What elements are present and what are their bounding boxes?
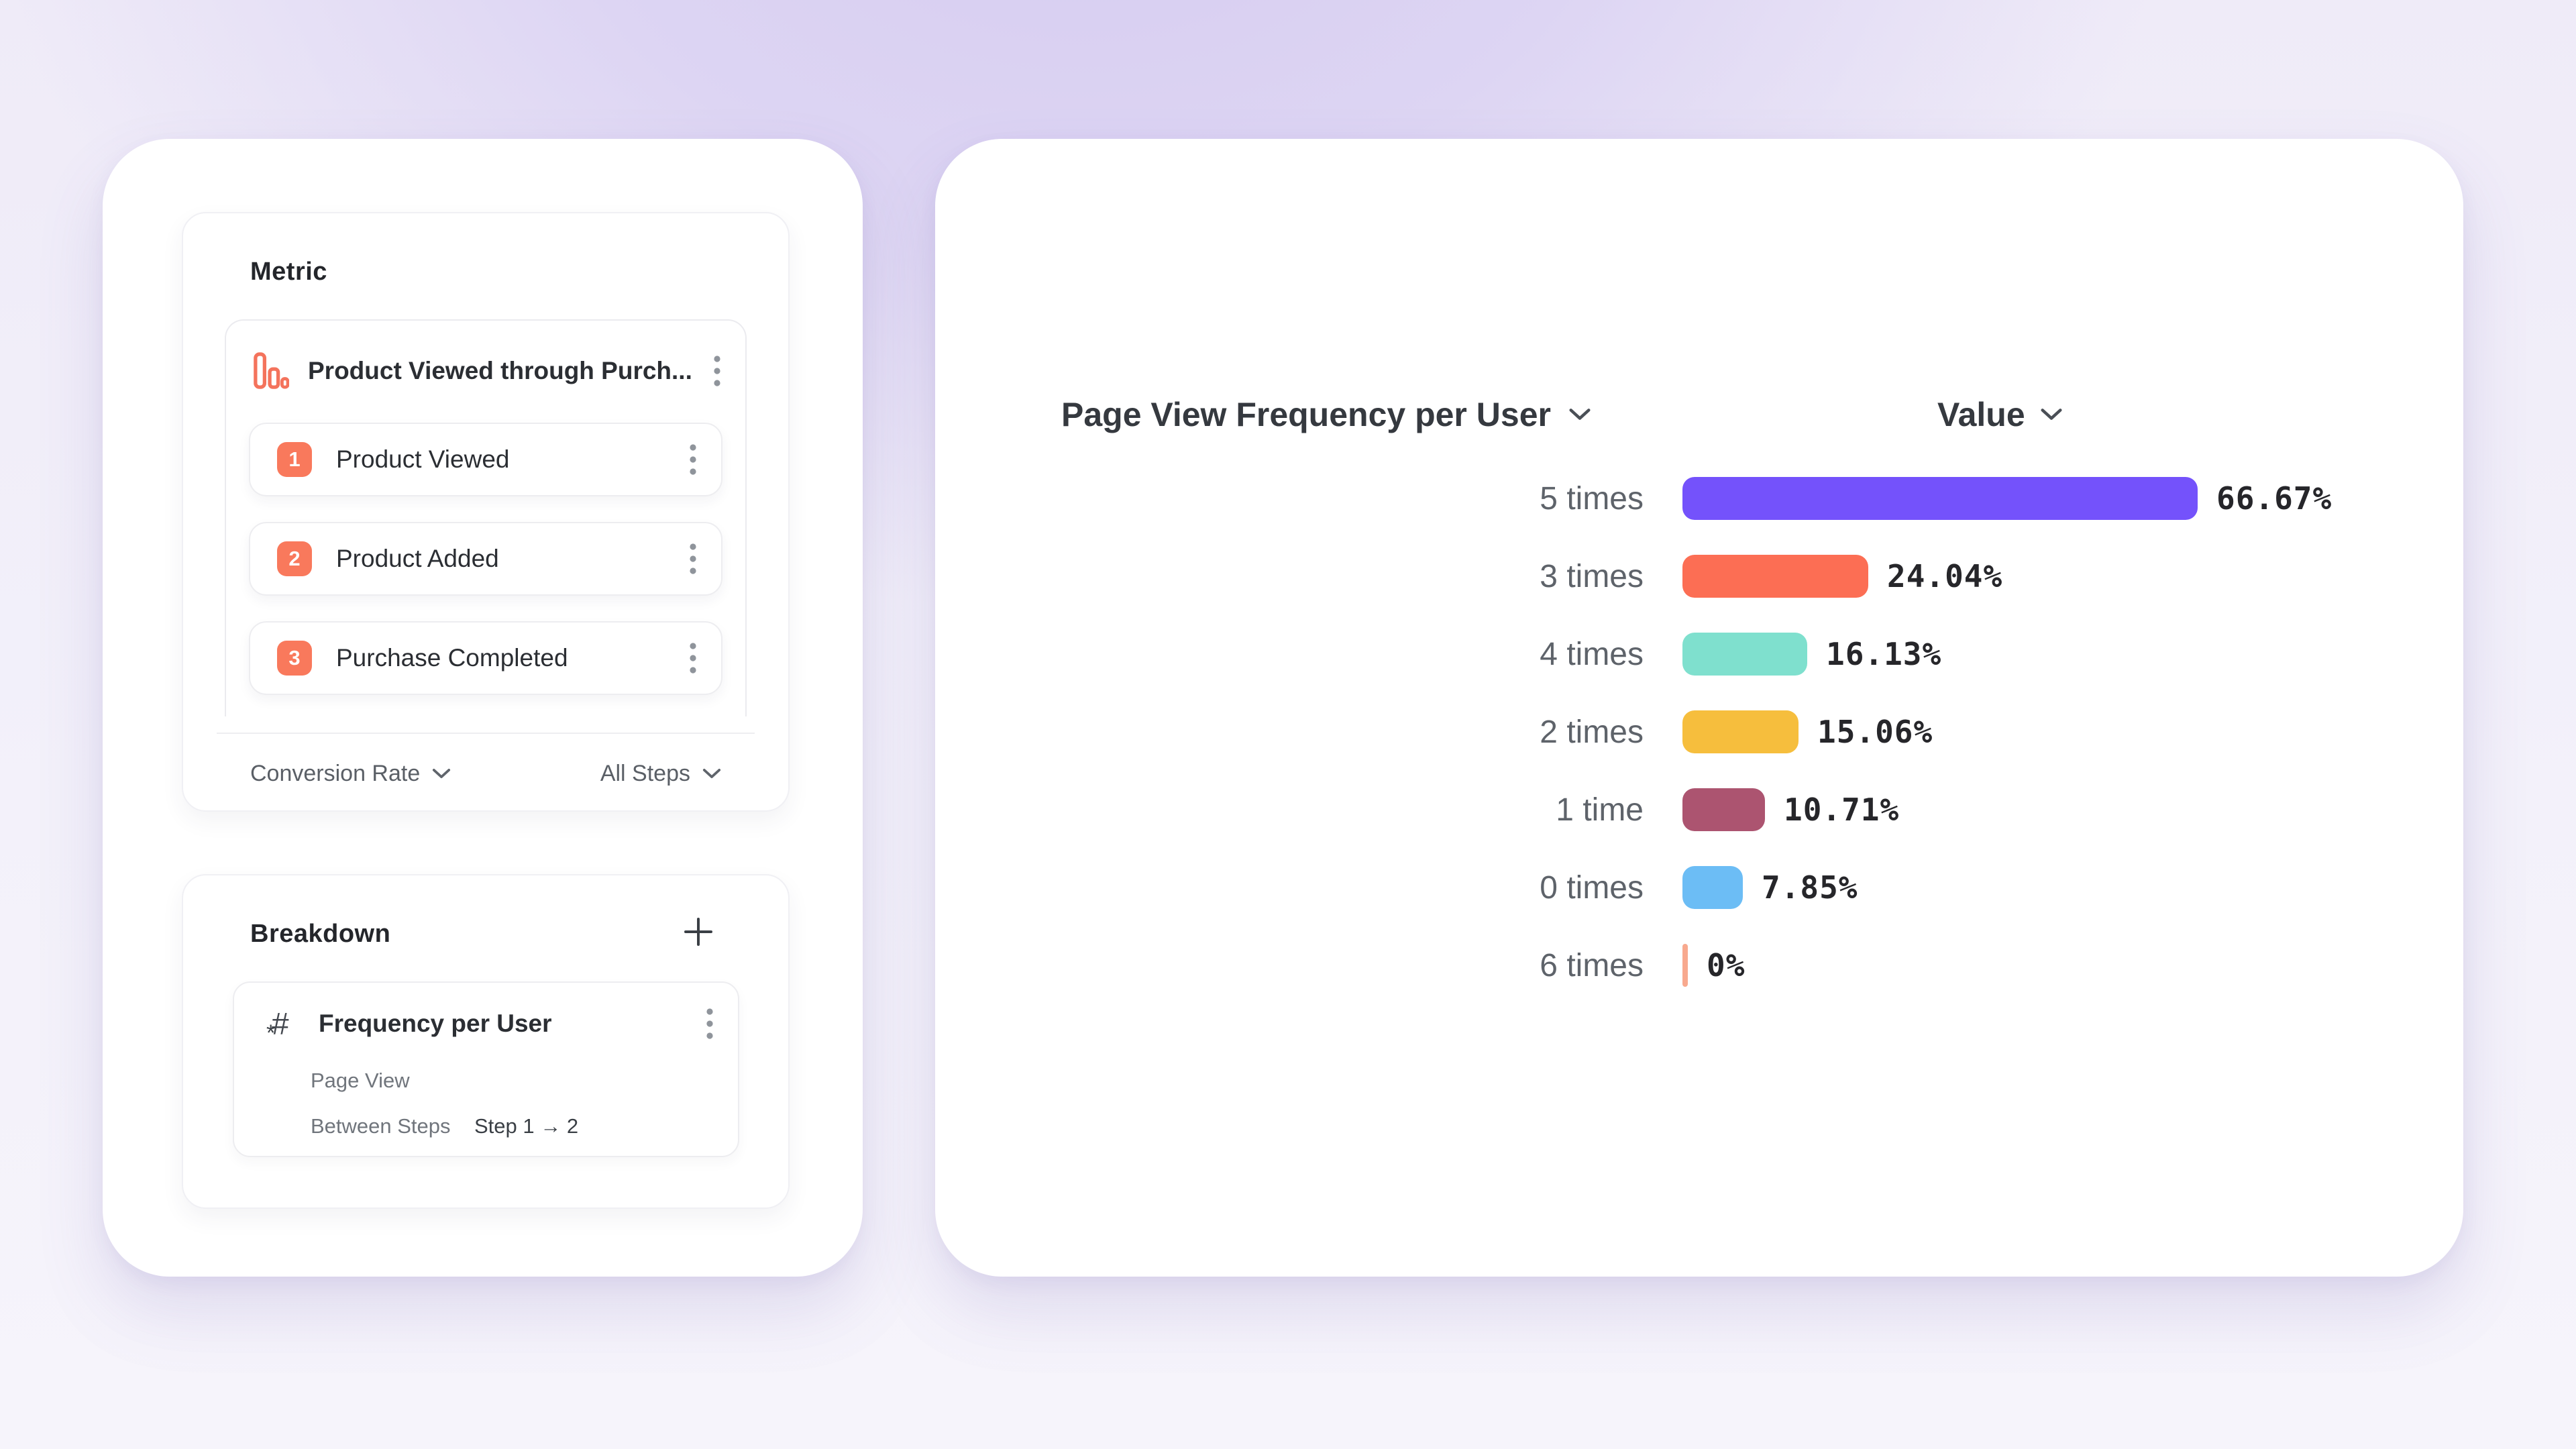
bar-value-label: 10.71% <box>1784 792 1900 828</box>
funnel-chart-icon <box>254 352 289 389</box>
step-number-badge: 2 <box>277 541 312 576</box>
chart-card: Page View Frequency per User Value 5 tim… <box>935 139 2463 1277</box>
funnel-step[interactable]: 2 Product Added <box>249 522 722 596</box>
conversion-rate-dropdown[interactable]: Conversion Rate <box>250 761 451 787</box>
category-label: 0 times <box>1540 869 1644 906</box>
breakdown-item-title: Frequency per User <box>319 1010 552 1037</box>
kebab-menu-icon[interactable] <box>689 542 697 576</box>
conversion-rate-label: Conversion Rate <box>250 760 421 786</box>
chevron-down-icon <box>2041 409 2062 420</box>
chart-row: 0 times 7.85% <box>935 849 2463 926</box>
category-label: 3 times <box>1540 558 1644 594</box>
chart-title: Page View Frequency per User <box>1061 396 1551 433</box>
category-label: 5 times <box>1540 480 1644 517</box>
category-label: 4 times <box>1540 636 1644 672</box>
category-label: 6 times <box>1540 947 1644 983</box>
chart-row: 4 times 16.13% <box>935 615 2463 693</box>
bar[interactable] <box>1682 555 1868 598</box>
bar-chart: 5 times 66.67% 3 times 24.04% 4 times 16.13% 2… <box>935 460 2463 1004</box>
bar[interactable] <box>1682 477 2198 520</box>
funnel-metric-name: Product Viewed through Purch... <box>308 357 692 384</box>
kebab-menu-icon[interactable] <box>689 641 697 675</box>
bar-value-label: 15.06% <box>1817 714 1933 750</box>
bar[interactable] <box>1682 944 1688 987</box>
chevron-down-icon <box>702 768 721 778</box>
chart-row: 5 times 66.67% <box>935 460 2463 537</box>
category-label: 2 times <box>1540 714 1644 750</box>
breakdown-panel: Breakdown # * Frequency per User Page Vi… <box>182 874 790 1209</box>
breakdown-item-header: # * Frequency per User <box>234 983 738 1055</box>
bar[interactable] <box>1682 866 1743 909</box>
bar[interactable] <box>1682 788 1765 831</box>
metric-footer: Conversion Rate All Steps <box>250 750 721 797</box>
breakdown-item[interactable]: # * Frequency per User Page View Between… <box>233 981 739 1157</box>
divider <box>217 733 755 734</box>
breakdown-panel-title: Breakdown <box>250 920 391 948</box>
bar-value-label: 0% <box>1707 947 1746 983</box>
step-event-label: Purchase Completed <box>336 644 568 672</box>
bar-zone: 24.04% <box>1682 555 2002 598</box>
all-steps-label: All Steps <box>600 760 690 786</box>
chart-series-dropdown[interactable]: Page View Frequency per User <box>1061 395 1591 434</box>
kebab-menu-icon[interactable] <box>706 1007 714 1040</box>
chart-row: 2 times 15.06% <box>935 693 2463 771</box>
step-event-label: Product Added <box>336 545 499 572</box>
bar-zone: 16.13% <box>1682 633 1941 676</box>
bar-zone: 15.06% <box>1682 710 1933 753</box>
category-label: 1 time <box>1556 792 1644 828</box>
add-breakdown-button[interactable] <box>681 914 716 949</box>
funnel-metric-header[interactable]: Product Viewed through Purch... <box>226 321 745 421</box>
chart-value-dropdown[interactable]: Value <box>1937 395 2063 434</box>
bar-zone: 0% <box>1682 944 1745 987</box>
query-builder-card: Metric Product Viewed through Purch... 1… <box>103 139 863 1277</box>
kebab-menu-icon[interactable] <box>689 443 697 476</box>
metric-panel-title: Metric <box>250 258 327 286</box>
bar-value-label: 24.04% <box>1887 558 2003 594</box>
chevron-down-icon <box>433 768 451 778</box>
plus-icon <box>684 918 712 946</box>
chart-row: 1 time 10.71% <box>935 771 2463 849</box>
bar-value-label: 66.67% <box>2216 480 2332 517</box>
numeric-property-icon: # * <box>266 1006 289 1046</box>
step-number-badge: 3 <box>277 641 312 676</box>
bar-value-label: 7.85% <box>1762 869 1858 906</box>
bar-zone: 10.71% <box>1682 788 1899 831</box>
funnel-step[interactable]: 3 Purchase Completed <box>249 621 722 695</box>
chevron-down-icon <box>1569 409 1591 420</box>
all-steps-dropdown[interactable]: All Steps <box>600 761 721 787</box>
funnel-steps-list: 1 Product Viewed 2 Product Added 3 Purchase C… <box>226 421 745 695</box>
step-event-label: Product Viewed <box>336 445 510 473</box>
bar-value-label: 16.13% <box>1826 636 1942 672</box>
funnel-metric-box: Product Viewed through Purch... 1 Product… <box>225 319 747 716</box>
bar-zone: 66.67% <box>1682 477 2332 520</box>
metric-panel: Metric Product Viewed through Purch... 1… <box>182 212 790 812</box>
step-number-badge: 1 <box>277 442 312 477</box>
chart-row: 3 times 24.04% <box>935 537 2463 615</box>
chart-row: 6 times 0% <box>935 926 2463 1004</box>
breakdown-event-name: Page View <box>311 1069 410 1092</box>
bar-zone: 7.85% <box>1682 866 1858 909</box>
bar[interactable] <box>1682 633 1807 676</box>
bar[interactable] <box>1682 710 1799 753</box>
value-column-header: Value <box>1937 396 2025 433</box>
breakdown-step-range[interactable]: Step 1 → 2 <box>474 1114 579 1138</box>
breakdown-between-steps-label: Between Steps <box>311 1114 451 1138</box>
kebab-menu-icon[interactable] <box>713 354 721 388</box>
funnel-step[interactable]: 1 Product Viewed <box>249 423 722 496</box>
